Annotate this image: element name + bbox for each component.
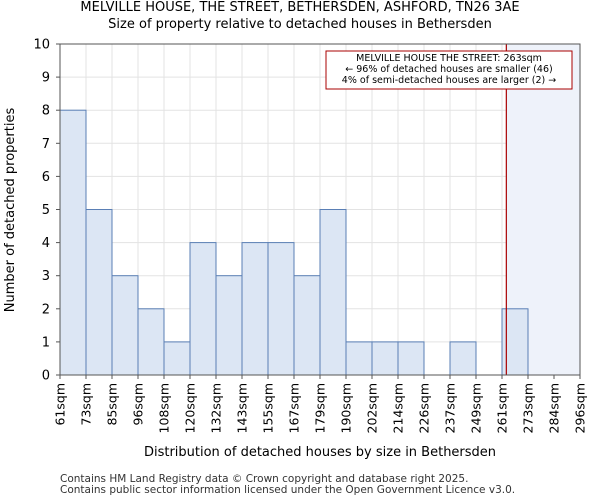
x-tick-label: 143sqm [235,383,250,433]
x-tick-label: 202sqm [365,383,380,433]
x-tick-label: 179sqm [313,383,328,433]
bar-143sqm [241,242,269,376]
annotation-line-3: 4% of semi-detached houses are larger (2… [342,75,556,86]
chart-subtitle: Size of property relative to detached ho… [108,17,492,32]
bar-179sqm [319,209,347,376]
x-tick-label: 96sqm [131,383,146,426]
bar-108sqm [163,341,191,376]
bar-214sqm [397,341,425,376]
bar-85sqm [111,275,139,376]
x-tick-label: 61sqm [53,383,68,426]
y-tick-label: 0 [42,369,50,384]
x-tick-label: 85sqm [105,383,120,426]
bar-120sqm [189,242,217,376]
footer-line-1: Contains HM Land Registry data © Crown c… [60,473,469,485]
bar-237sqm [449,341,477,376]
y-axis-ticks: 0 1 2 3 4 5 6 7 8 9 10 [33,38,60,384]
annotation-box [325,50,573,90]
y-tick-label: 7 [42,137,50,152]
x-tick-label: 296sqm [573,383,588,433]
marker-annotation: MELVILLE HOUSE THE STREET: 263sqm ← 96% … [325,50,573,90]
y-tick-label: 4 [42,236,50,251]
x-tick-label: 261sqm [495,383,510,433]
y-tick-label: 2 [42,302,50,317]
bar-132sqm [215,275,243,376]
bar-96sqm [137,308,165,376]
x-tick-label: 73sqm [79,383,94,426]
annotation-line-2: ← 96% of detached houses are smaller (46… [345,64,552,75]
x-tick-label: 167sqm [287,383,302,433]
x-tick-label: 132sqm [209,383,224,433]
x-tick-label: 284sqm [547,383,562,433]
x-tick-label: 249sqm [469,383,484,433]
x-axis-ticks: 61sqm 73sqm 85sqm 96sqm 108sqm 120sqm 132sqm 14… [53,375,588,433]
x-tick-label: 226sqm [417,383,432,433]
x-tick-label: 237sqm [443,383,458,433]
x-axis-label: Distribution of detached houses by size … [144,445,496,460]
y-tick-label: 10 [33,38,50,53]
x-tick-label: 273sqm [521,383,536,433]
y-tick-label: 9 [42,71,50,86]
bar-155sqm [267,242,295,376]
bar-202sqm [371,341,399,376]
footer-line-2: Contains public sector information licen… [60,484,516,496]
chart-title: MELVILLE HOUSE, THE STREET, BETHERSDEN, … [80,0,520,15]
x-tick-label: 108sqm [157,383,172,433]
y-tick-label: 6 [42,170,50,185]
x-tick-label: 155sqm [261,383,276,433]
bar-190sqm [345,341,373,376]
x-tick-label: 214sqm [391,383,406,433]
y-tick-label: 8 [42,104,50,119]
y-tick-label: 1 [42,335,50,350]
bar-73sqm [85,209,113,376]
y-axis-label: Number of detached properties [3,108,18,313]
bar-167sqm [293,275,321,376]
annotation-line-1: MELVILLE HOUSE THE STREET: 263sqm [356,53,542,64]
bar-61sqm [59,109,87,376]
y-tick-label: 3 [42,269,50,284]
x-tick-label: 190sqm [339,383,354,433]
y-tick-label: 5 [42,203,50,218]
bars [59,109,529,376]
x-tick-label: 120sqm [183,383,198,433]
